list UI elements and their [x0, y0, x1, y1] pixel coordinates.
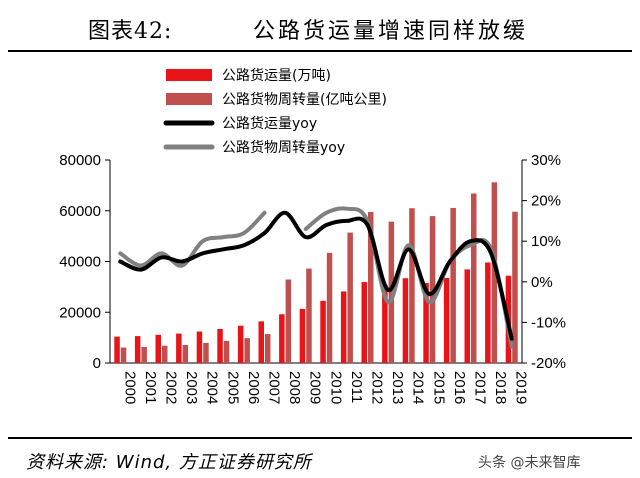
line-turnover-yoy [118, 210, 267, 268]
right-tick-label: -20% [531, 355, 566, 372]
x-tick-label: 2017 [472, 371, 489, 404]
x-tick-label: 2011 [348, 371, 365, 403]
footer-rule [8, 437, 632, 439]
x-tick-label: 2013 [389, 371, 406, 404]
source-note: 资料来源: Wind, 方正证券研究所 [26, 452, 312, 473]
bar-freight-turnover [244, 338, 250, 363]
x-tick-label: 2019 [513, 371, 530, 404]
x-tick-label: 2009 [307, 371, 324, 404]
x-tick-label: 2005 [224, 371, 241, 404]
bar-freight-volume [402, 278, 409, 363]
legend-label: 公路货物周转量(亿吨公里) [222, 91, 387, 108]
legend-label: 公路货运量(万吨) [222, 67, 331, 84]
bar-freight-volume [320, 300, 326, 363]
bar-freight-turnover [285, 279, 292, 363]
x-tick-label: 2006 [245, 371, 262, 404]
bar-freight-turnover [512, 211, 518, 363]
line-volume-yoy [118, 210, 514, 341]
right-tick-label: 0% [531, 274, 553, 291]
bar-freight-volume [196, 331, 203, 363]
bar-freight-turnover [347, 232, 353, 363]
x-tick-label: 2018 [492, 371, 509, 404]
x-tick-label: 2014 [410, 371, 427, 404]
bar-freight-volume [134, 336, 141, 363]
bar-freight-turnover [306, 268, 312, 363]
right-tick-label: 20% [531, 193, 561, 210]
bar-freight-volume [299, 308, 306, 363]
header-bar: 图表42: 公路货运量增速同样放缓 [8, 0, 632, 52]
bar-freight-volume [382, 284, 388, 363]
bar-freight-volume [485, 262, 491, 363]
bar-freight-turnover [368, 212, 374, 363]
x-tick-label: 2004 [204, 371, 221, 404]
left-tick-label: 80000 [59, 152, 101, 169]
watermark: 头条 @未来智库 [478, 455, 581, 471]
figure-title: 公路货运量增速同样放缓 [253, 19, 529, 44]
bar-freight-turnover [326, 252, 333, 363]
chart: 0 20000 40000 60000 80000 -20% -10% 0% 10% 20% 30%… [59, 67, 566, 404]
x-tick-label: 2003 [183, 371, 200, 404]
right-tick-label: 10% [531, 233, 561, 250]
legend-label: 公路货运量yoy [222, 115, 317, 132]
bar-freight-volume [464, 269, 470, 363]
right-tick-label: 30% [531, 152, 561, 169]
bar-freight-turnover [120, 347, 127, 363]
left-tick-label: 20000 [59, 304, 101, 321]
bar-freight-volume [237, 325, 244, 363]
bar-freight-volume [279, 314, 285, 363]
left-tick-label: 40000 [59, 254, 101, 271]
left-tick-label: 60000 [59, 203, 101, 220]
left-tick-label: 0 [93, 355, 101, 372]
bar-freight-turnover [450, 207, 456, 363]
bar-freight-turnover [388, 221, 395, 363]
bar-freight-turnover [409, 208, 415, 363]
bar-freight-volume [155, 334, 161, 363]
x-tick-label: 2001 [142, 371, 159, 404]
x-tick-label: 2008 [286, 371, 303, 404]
bar-freight-turnover [141, 347, 147, 363]
bar-freight-turnover [162, 345, 168, 363]
x-tick-label: 2012 [369, 371, 386, 404]
x-tick-label: 2015 [430, 371, 447, 404]
legend-swatch [166, 69, 212, 81]
bar-freight-volume [361, 282, 367, 363]
bar-freight-volume [258, 321, 264, 363]
legend-label: 公路货物周转量yoy [222, 139, 345, 156]
bar-freight-turnover [203, 342, 209, 363]
bar-freight-turnover [265, 334, 271, 363]
legend-swatch [166, 93, 212, 105]
bar-freight-turnover [429, 216, 436, 363]
line-turnover-yoy [303, 206, 514, 349]
bar-freight-turnover [182, 344, 189, 363]
bar-freight-volume [423, 283, 429, 363]
bar-freight-volume [176, 333, 182, 363]
bar-freight-volume [217, 328, 223, 363]
right-tick-label: -10% [531, 314, 566, 331]
bar-freight-turnover [223, 340, 230, 363]
x-tick-label: 2007 [266, 371, 283, 404]
figure-label: 图表42: [88, 19, 173, 44]
bar-freight-volume [443, 277, 450, 363]
x-tick-label: 2010 [327, 371, 344, 404]
bar-freight-turnover [471, 193, 477, 363]
bar-freight-volume [114, 336, 120, 363]
bar-freight-volume [340, 291, 347, 363]
bar-freight-turnover [491, 182, 498, 363]
x-tick-label: 2002 [163, 371, 180, 404]
x-tick-label: 2000 [121, 371, 138, 404]
x-tick-label: 2016 [451, 371, 468, 404]
